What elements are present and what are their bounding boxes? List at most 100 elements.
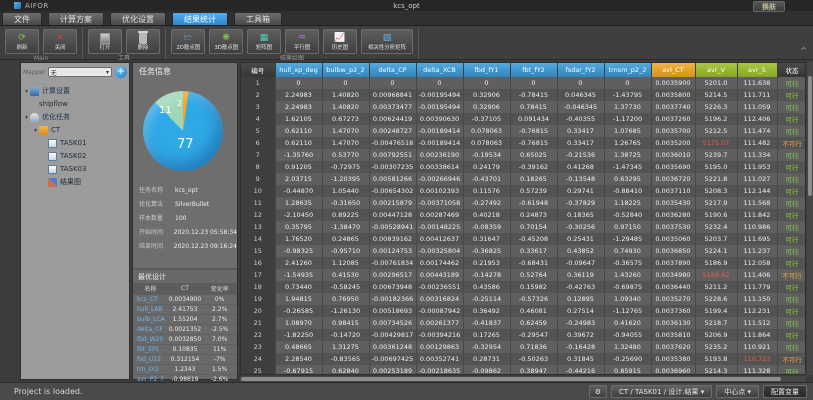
add-button[interactable]: +: [115, 66, 127, 78]
statusbar-button-配置变量[interactable]: 配置变量: [763, 385, 807, 398]
table-row[interactable]: 25 -0.67915 0.62840 0.00253189 -0.00218635 -0…: [241, 365, 806, 375]
column-header-编号[interactable]: 编号: [241, 63, 275, 77]
table-row[interactable]: 15 -0.98325 -0.95710 0.00124753 -0.00325804-…: [241, 245, 806, 257]
table-row[interactable]: 5 0.62110 1.47070 0.00248727 -0.00189414 0.07…: [241, 125, 806, 137]
horizontal-scrollbar-thumb[interactable]: [241, 377, 781, 381]
tree-item-label: CT: [51, 124, 60, 137]
table-row[interactable]: 22 -1.82250 -0.14720 -0.00429817 -0.00394216…: [241, 329, 806, 341]
ribbon-button-刷新[interactable]: ⟳ 刷新: [5, 29, 39, 54]
column-header-fbd_fY1[interactable]: fbd_fY1: [463, 63, 510, 77]
ribbon-group-Main: ⟳ 刷新 ✕ 关闭 Main: [0, 27, 83, 59]
best-design-row[interactable]: fbd_W20 0.0032850 7.0%: [133, 335, 237, 345]
table-row[interactable]: 6 0.62110 1.47070 -0.00476518 -0.00189414 0.0…: [241, 137, 806, 149]
table-row[interactable]: 3 2.24983 1.40820 0.00373477 -0.00195494 0.32…: [241, 101, 806, 113]
data-cell: -0.00182366: [369, 293, 416, 305]
tree-item-结果图[interactable]: 结果图: [21, 176, 129, 189]
table-row[interactable]: 1 0 0 0 0 0 0 0 0 0.0035900 5201.0 111.638 可行: [241, 77, 806, 89]
tab-文件[interactable]: 文件: [2, 12, 42, 25]
table-row[interactable]: 2 2.24983 1.40820 0.00968841 -0.00195494 0.32…: [241, 89, 806, 101]
vertical-scrollbar[interactable]: [807, 62, 813, 375]
table-row[interactable]: 24 2.28540 -0.83565 -0.00697425 0.00352741 0.…: [241, 353, 806, 365]
column-header-delta_XCB[interactable]: delta_XCB: [416, 63, 463, 77]
table-row[interactable]: 18 0.73440 -0.58245 0.00673948 -0.00236551 0.…: [241, 281, 806, 293]
ribbon-button-2D散点图[interactable]: 🗠 2D散点图: [171, 29, 205, 54]
tree-filter-dropdown[interactable]: 无 ▾: [48, 67, 112, 77]
table-row[interactable]: 9 2.03715 -1.20395 0.00581266 -0.00266946 -0.…: [241, 173, 806, 185]
tab-结果统计[interactable]: 结果统计: [172, 12, 228, 25]
column-header-状态[interactable]: 状态: [777, 63, 806, 77]
tree-item-CT[interactable]: ▾ CT: [21, 124, 129, 137]
gear-icon[interactable]: ⚙: [589, 385, 607, 398]
vertical-scrollbar-thumb[interactable]: [808, 76, 812, 196]
column-header-fsdar_fY2[interactable]: fsdar_fY2: [557, 63, 604, 77]
ribbon-collapse-icon[interactable]: ^: [800, 46, 807, 55]
ribbon-button-打开[interactable]: 打开: [88, 29, 122, 54]
tab-计算方案[interactable]: 计算方案: [48, 12, 104, 25]
table-row[interactable]: 16 2.41260 1.12085 -0.00761834 0.00174462 0.2…: [241, 257, 806, 269]
column-header-hull_xp_deg[interactable]: hull_xp_deg: [275, 63, 322, 77]
ribbon-button-3D散点图[interactable]: ❋ 3D散点图: [209, 29, 243, 54]
table-row[interactable]: 21 1.08970 0.98415 0.00734526 0.00261377 -0.4…: [241, 317, 806, 329]
best-design-row[interactable]: delta_CF 0.0021352 -2.5%: [133, 325, 237, 335]
best-design-row[interactable]: trn_LY2 1.2343 1.5%: [133, 365, 237, 375]
statusbar-button-中心点 ▾[interactable]: 中心点 ▾: [716, 385, 759, 398]
table-row[interactable]: 13 0.35795 -1.38470 -0.00528941 -0.00148225-…: [241, 221, 806, 233]
best-design-row[interactable]: fsd_U12 0.312154 -7%: [133, 355, 237, 365]
tree-item-TASK02[interactable]: TASK02: [21, 150, 129, 163]
tree-item-shipflow[interactable]: shipflow: [21, 98, 129, 111]
best-design-title: 最优设计: [133, 270, 237, 283]
table-row[interactable]: 10 -0.44870 1.05440 -0.00654302 0.00102393 0.…: [241, 185, 806, 197]
column-header-bulbw_p2_2[interactable]: bulbw_p2_2: [322, 63, 369, 77]
best-design-row[interactable]: bulb_LCA 1.55204 2.7%: [133, 315, 237, 325]
column-header-avr_V[interactable]: avr_V: [695, 63, 737, 77]
tree-item-优化任务[interactable]: ▾ 优化任务: [21, 111, 129, 124]
table-row[interactable]: 19 1.94815 0.76950 -0.00182366 0.00316824 -0.…: [241, 293, 806, 305]
table-row[interactable]: 17 -1.54935 0.41530 0.00296517 0.00443189 -0.…: [241, 269, 806, 281]
ribbon-button-历史图[interactable]: 📈 历史图: [323, 29, 357, 54]
table-row[interactable]: 20 -0.26585 -1.26130 0.00518693 -0.00087942 0…: [241, 305, 806, 317]
column-header-fbt_fY2[interactable]: fbt_fY2: [510, 63, 557, 77]
tree-expander[interactable]: ▾: [23, 111, 30, 124]
table-row[interactable]: 23 0.48665 1.31275 0.00361248 0.00129863 -0.3…: [241, 341, 806, 353]
column-header-avl_CT[interactable]: avl_CT: [651, 63, 695, 77]
best-design-row[interactable]: kcs_CT 0.0034900 0%: [133, 295, 237, 305]
tree-item-TASK01[interactable]: TASK01: [21, 137, 129, 150]
tab-工具箱[interactable]: 工具箱: [234, 12, 282, 25]
table-row[interactable]: 7 -1.35760 0.53770 0.00792551 0.00236190 -0.1…: [241, 149, 806, 161]
ribbon-button-相关性分析矩阵[interactable]: ▧ 相关性分析矩阵: [361, 29, 413, 54]
best-design-row[interactable]: hull_LAB 2.41753 2.2%: [133, 305, 237, 315]
tab-优化设置[interactable]: 优化设置: [110, 12, 166, 25]
tree-item-TASK03[interactable]: TASK03: [21, 163, 129, 176]
data-cell: 0.15982: [510, 281, 557, 293]
ribbon-button-平行图[interactable]: ♒ 平行图: [285, 29, 319, 54]
tree-expander[interactable]: ▾: [23, 85, 30, 98]
tree-expander[interactable]: ▾: [32, 124, 39, 137]
best-design-row[interactable]: fbt_EP1 0.10835 11%: [133, 345, 237, 355]
app-logo-icon: [14, 2, 21, 9]
data-cell: 1.40820: [322, 89, 369, 101]
history-icon: 📈: [334, 33, 345, 44]
table-row[interactable]: 8 0.91205 -0.72975 -0.00307235 0.00338614 0.2…: [241, 161, 806, 173]
table-row[interactable]: 14 1.76520 0.24865 0.00839162 0.00412637 0.31…: [241, 233, 806, 245]
results-table[interactable]: 编号 hull_xp_deg bulbw_p2_2 delta_CP delta_XCB…: [241, 63, 806, 375]
table-row[interactable]: 4 1.62105 0.67273 0.00624419 0.00390630 -0.37…: [241, 113, 806, 125]
data-cell: 0.21953: [463, 257, 510, 269]
table-row[interactable]: 12 -2.10450 0.89225 0.00447128 0.00287469 0.4…: [241, 209, 806, 221]
task-info-row: 优化算法 SilverBullet: [139, 200, 237, 209]
best-cell: 0.312154: [168, 355, 203, 365]
ribbon-button-关闭[interactable]: ✕ 关闭: [43, 29, 77, 54]
data-cell: 111.150: [737, 293, 777, 305]
data-cell: 5224.1: [695, 245, 737, 257]
skin-button[interactable]: 换肤: [753, 1, 785, 12]
table-row[interactable]: 11 1.28635 -0.31650 0.00215879 -0.00371058 -0…: [241, 197, 806, 209]
status-cell: 可行: [777, 317, 806, 329]
data-cell: -0.00189414: [416, 125, 463, 137]
tree-item-计算设置[interactable]: ▾ 计算设置: [21, 85, 129, 98]
row-index-cell: 14: [241, 233, 275, 245]
column-header-delta_CP[interactable]: delta_CP: [369, 63, 416, 77]
ribbon-button-矩阵图[interactable]: ▦ 矩阵图: [247, 29, 281, 54]
ribbon-button-删除[interactable]: 删除: [126, 29, 160, 54]
statusbar-button-CT / TASK01 / 设计.结果 ▾[interactable]: CT / TASK01 / 设计.结果 ▾: [611, 385, 712, 398]
column-header-avr_S[interactable]: avr_S: [737, 63, 777, 77]
column-header-trnsm_p2_2[interactable]: trnsm_p2_2: [604, 63, 651, 77]
